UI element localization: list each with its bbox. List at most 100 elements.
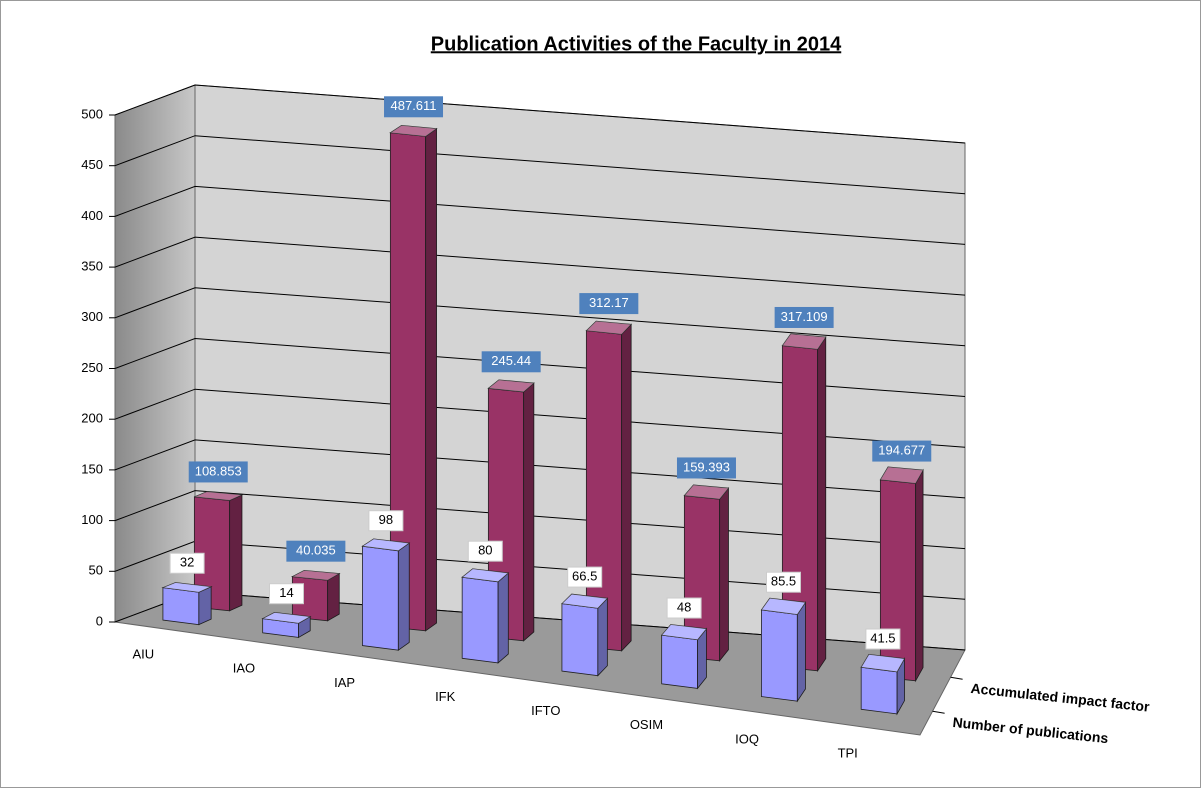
bar-side-shade xyxy=(498,572,509,663)
grid-line xyxy=(114,439,966,499)
bar-side-shade xyxy=(198,586,212,625)
value-label: 41.5 xyxy=(870,630,895,645)
bar-top-shade xyxy=(861,654,905,672)
bar-front xyxy=(461,576,499,664)
value-label-box xyxy=(666,597,702,619)
bar-top-shade xyxy=(761,598,806,615)
bar-top xyxy=(585,320,633,335)
bar-top-shade xyxy=(390,125,437,137)
x-tick-label: IOQ xyxy=(735,731,759,746)
bar-top-shade xyxy=(462,568,509,582)
bar-top-shade xyxy=(880,466,924,484)
x-tick-label: TPI xyxy=(838,745,858,760)
bar-front xyxy=(362,545,399,651)
value-label: 312.17 xyxy=(589,295,629,310)
bar-top-shade xyxy=(194,491,242,501)
value-label-box xyxy=(865,628,901,650)
bar xyxy=(760,597,807,703)
x-tick-label: IAO xyxy=(233,661,255,676)
bar-top xyxy=(461,568,510,583)
value-label: 48 xyxy=(677,599,691,614)
value-label-box xyxy=(269,583,304,605)
y-tick-label: 150 xyxy=(81,461,103,476)
value-label-box xyxy=(676,457,736,479)
bar-top-shade xyxy=(661,624,707,640)
bar-top-shade xyxy=(561,594,608,609)
y-tick-label: 450 xyxy=(81,157,103,172)
x-tick-label: IFK xyxy=(435,689,456,704)
value-label: 14 xyxy=(279,585,293,600)
bar-top-shade xyxy=(782,333,826,350)
bar-side-shade xyxy=(915,470,924,681)
value-label-box xyxy=(384,96,444,118)
bar-side-shade xyxy=(229,494,242,611)
bar-top xyxy=(194,491,244,501)
value-label: 317.109 xyxy=(781,309,828,324)
value-label: 487.611 xyxy=(391,98,437,113)
bar-top xyxy=(760,597,807,615)
bar-side-shade xyxy=(597,598,608,676)
bar-top xyxy=(389,124,438,137)
bar xyxy=(193,491,244,612)
bar-top xyxy=(660,624,708,641)
y-tick-label: 400 xyxy=(81,208,103,223)
bar-side-shade xyxy=(797,602,806,702)
y-tick-label: 250 xyxy=(81,360,103,375)
bar-top xyxy=(860,653,906,673)
bar xyxy=(361,538,411,651)
value-label-box xyxy=(774,306,834,328)
grid-line xyxy=(114,287,966,347)
bar xyxy=(561,593,609,677)
bar-top xyxy=(161,582,213,593)
chart-title: Publication Activities of the Faculty in… xyxy=(431,33,842,55)
grid-line xyxy=(114,236,966,296)
value-label-box xyxy=(579,293,639,315)
grid-line xyxy=(114,84,966,144)
grid-line xyxy=(114,337,966,397)
value-label-box xyxy=(481,351,541,373)
bar-top xyxy=(879,466,924,484)
bar xyxy=(161,582,213,626)
bar-top-shade xyxy=(262,612,311,624)
bar xyxy=(860,653,906,716)
value-label-box xyxy=(872,440,932,462)
value-label: 245.44 xyxy=(491,353,531,368)
x-tick-label: AIU xyxy=(132,647,154,662)
bar-side-shade xyxy=(398,543,410,651)
bar xyxy=(389,124,438,632)
bar-front xyxy=(561,603,599,677)
y-tick-label: 300 xyxy=(81,309,103,324)
value-label: 194.677 xyxy=(878,443,925,458)
bar-top-shade xyxy=(162,582,212,593)
bar xyxy=(683,484,730,662)
bar-top xyxy=(261,611,312,624)
bar-top-shade xyxy=(586,321,632,335)
value-label: 80 xyxy=(478,543,492,558)
bar-top-shade xyxy=(684,484,729,500)
bar-side-shade xyxy=(817,337,826,671)
bar-top-shade xyxy=(292,570,340,581)
value-label: 32 xyxy=(180,555,194,570)
value-label-box xyxy=(188,461,248,483)
bar-top xyxy=(683,484,730,500)
value-label-box xyxy=(766,571,801,593)
grid-line xyxy=(114,185,966,245)
bar xyxy=(461,568,510,664)
bar-side-shade xyxy=(719,488,729,661)
value-label: 159.393 xyxy=(683,459,730,474)
bar-side-shade xyxy=(425,128,437,631)
bar-top xyxy=(561,593,609,609)
x-tick-label: IAP xyxy=(334,675,355,690)
grid-line xyxy=(114,135,966,195)
value-label-box xyxy=(567,566,603,588)
series-tick xyxy=(950,676,963,680)
bar-side-shade xyxy=(897,658,905,714)
bar-front xyxy=(661,634,698,689)
bar-side-shade xyxy=(327,573,340,621)
value-label: 108.853 xyxy=(195,463,242,478)
bar xyxy=(660,624,708,690)
bar-top xyxy=(361,538,411,552)
bar-side-shade xyxy=(697,628,707,689)
y-tick-label: 500 xyxy=(81,106,103,121)
